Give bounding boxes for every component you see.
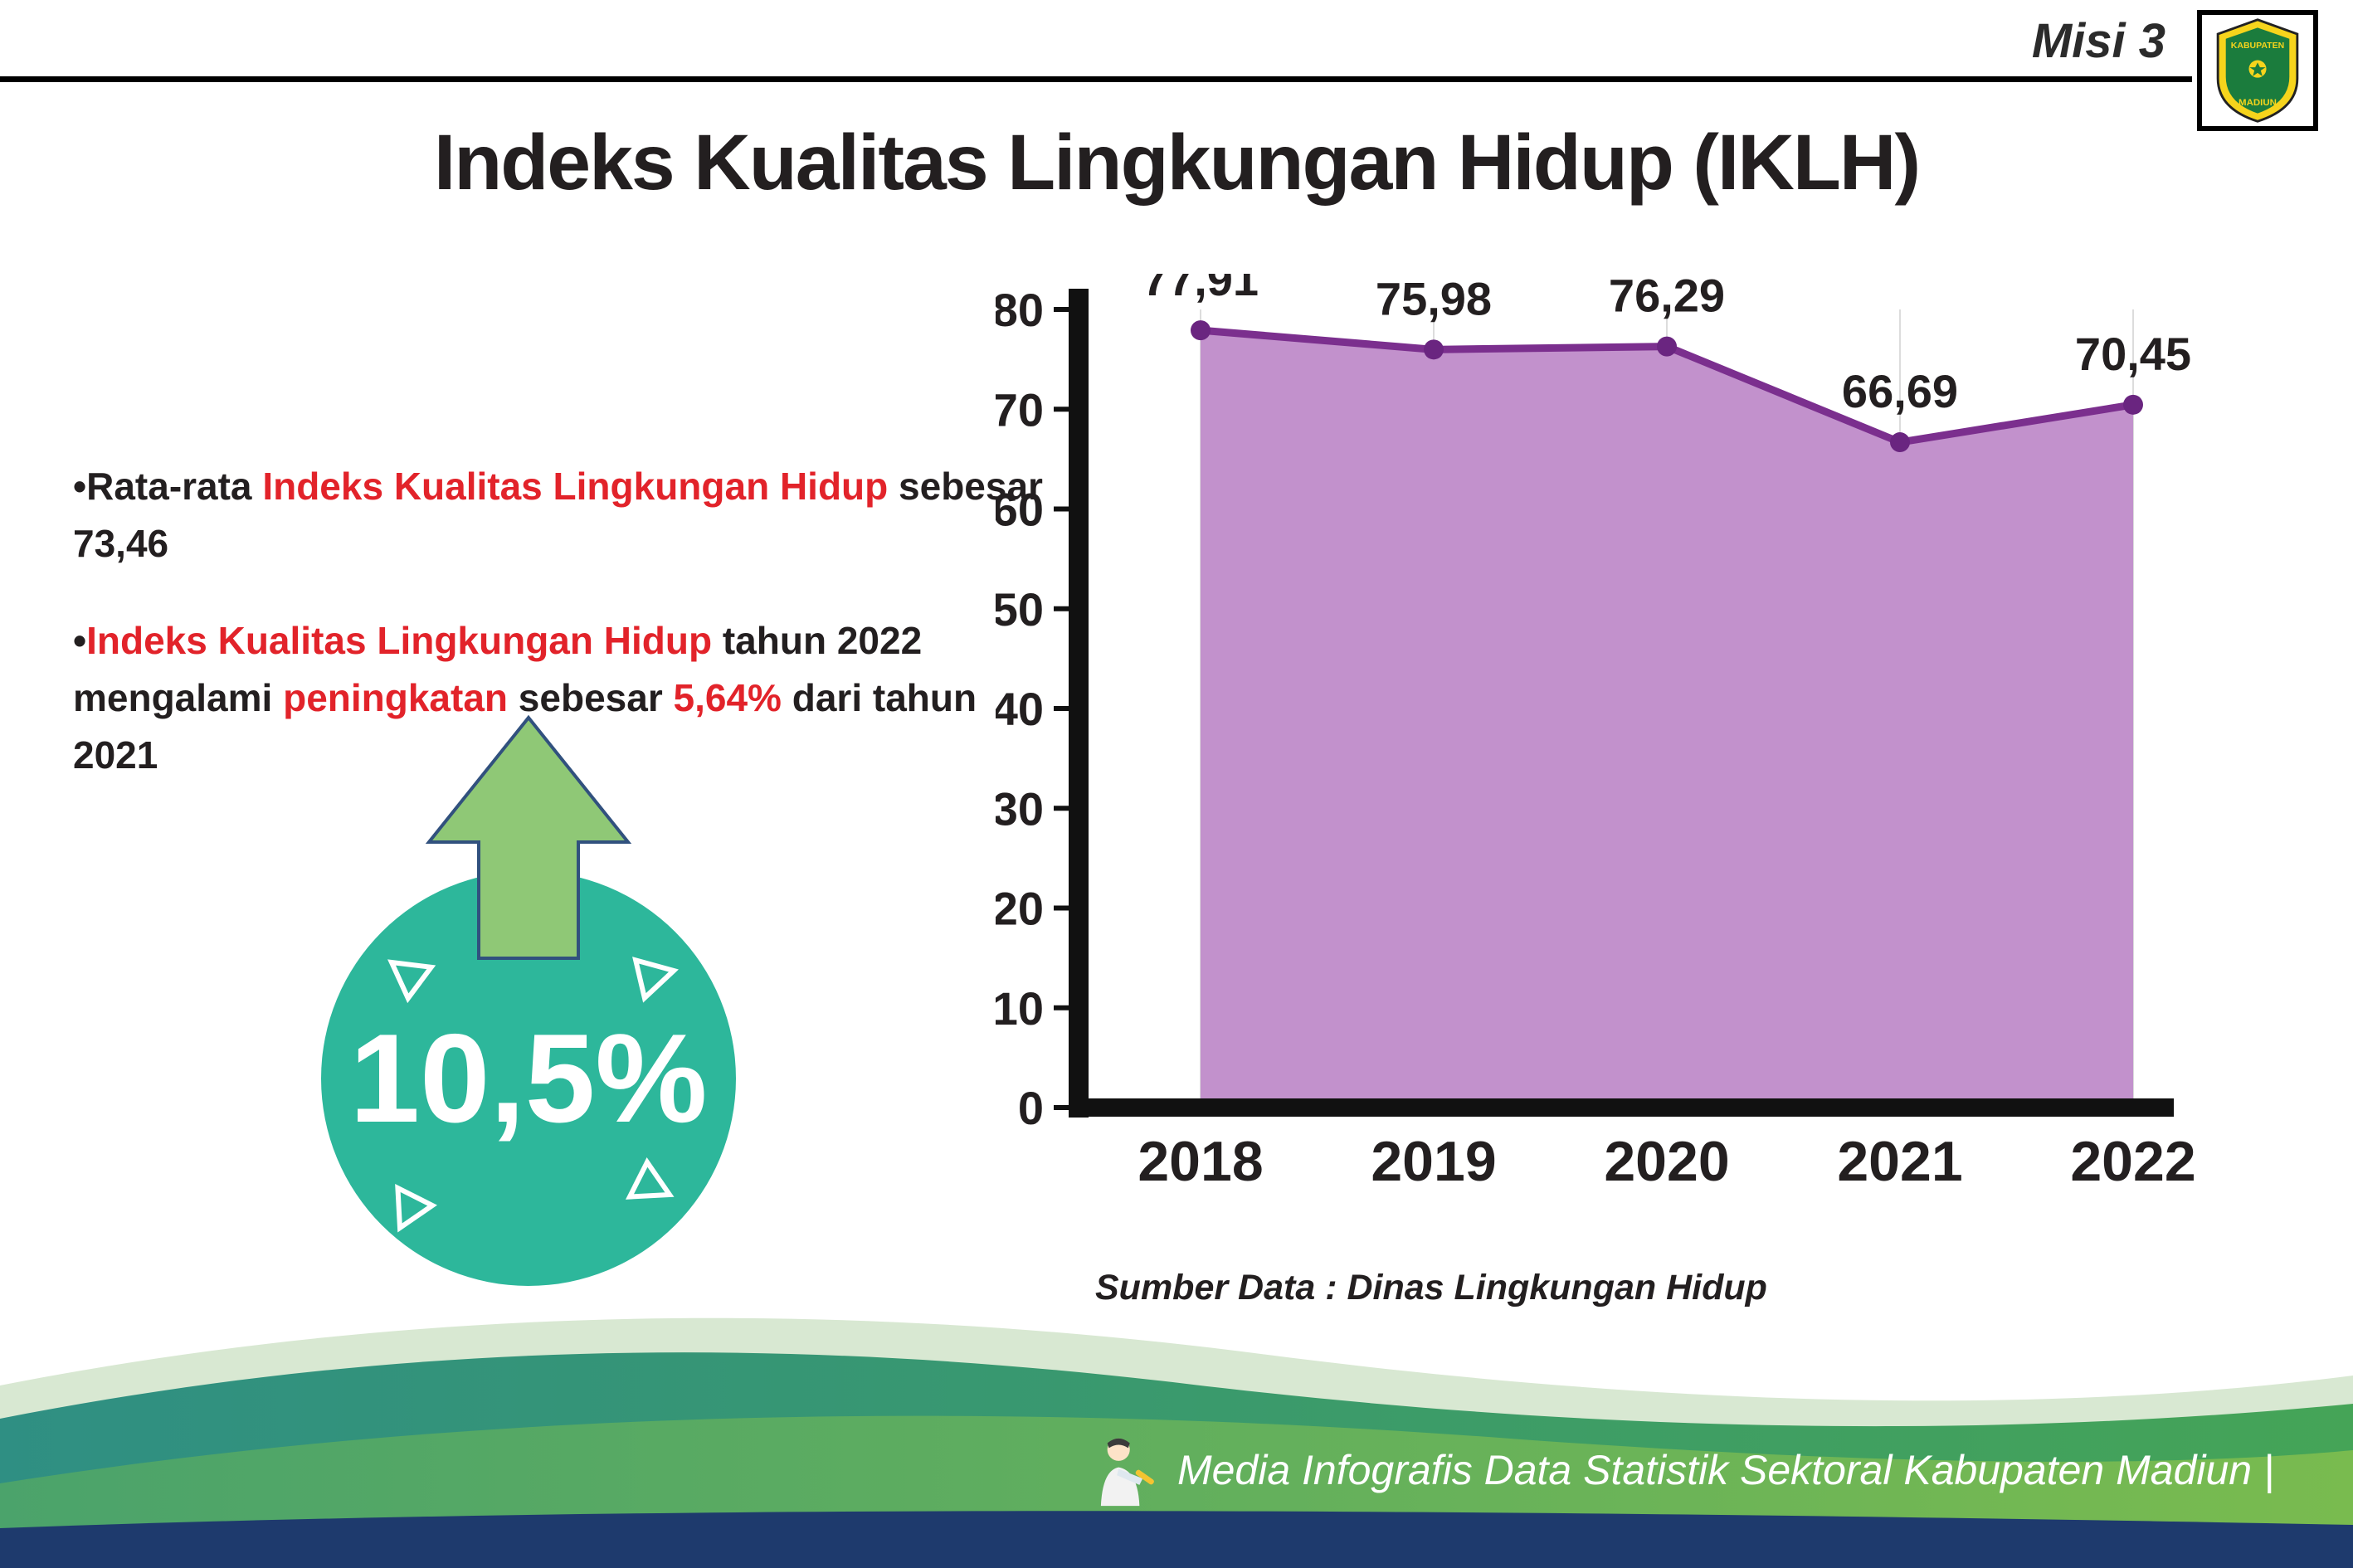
data-point [2123, 394, 2143, 415]
logo-text-kabupaten: KABUPATEN [2231, 41, 2284, 51]
kabupaten-madiun-logo: KABUPATEN MADIUN [2197, 10, 2318, 131]
area-fill [1201, 330, 2133, 1108]
x-category-label: 2021 [1837, 1130, 1962, 1193]
y-tick-label: 80 [996, 284, 1044, 336]
badge-percentage: 10,5% [350, 1008, 708, 1149]
y-tick-label: 70 [996, 383, 1044, 436]
bullet-average-iklh: •Rata-rata Indeks Kualitas Lingkungan Hi… [73, 458, 1052, 572]
x-category-label: 2019 [1371, 1130, 1496, 1193]
misi-label: Misi 3 [2031, 14, 2165, 68]
mascot-icon [1100, 1438, 1154, 1507]
y-tick-label: 10 [996, 982, 1044, 1035]
value-label: 66,69 [1842, 365, 1958, 417]
data-point [1890, 432, 1910, 453]
value-label: 77,91 [1142, 274, 1259, 305]
header-divider [0, 76, 2192, 82]
x-axis-line [1069, 1098, 2174, 1117]
bullet-text: tahun 2022 mengalami [73, 619, 923, 719]
source-note: Sumber Data : Dinas Lingkungan Hidup [1095, 1268, 1767, 1307]
data-point [1191, 320, 1211, 341]
value-label: 76,29 [1609, 274, 1725, 322]
bullet-text: dari tahun 2021 [73, 676, 977, 777]
iklh-area-chart: 0 10 20 30 40 50 60 70 80 2018 2019 2020 2021 2022 77,… [996, 274, 2196, 1193]
crest-icon: KABUPATEN MADIUN [2216, 18, 2299, 123]
footer-credit-text: Media Infografis Data Statistik Sektoral… [1176, 1447, 2274, 1493]
y-tick-label: 30 [996, 782, 1044, 835]
summary-bullets: •Rata-rata Indeks Kualitas Lingkungan Hi… [73, 458, 1052, 824]
bullet-marker: • [73, 465, 87, 508]
bullet-highlight: Indeks Kualitas Lingkungan Hidup [262, 465, 889, 508]
value-label: 75,98 [1376, 274, 1492, 324]
wave-navy-strip [0, 1511, 2353, 1568]
bullet-highlight: Indeks Kualitas Lingkungan Hidup [86, 619, 713, 662]
bullet-marker: • [73, 619, 87, 662]
x-category-label: 2022 [2070, 1130, 2195, 1193]
chart-block: 0 10 20 30 40 50 60 70 80 2018 2019 2020 2021 2022 77,… [996, 274, 2290, 1308]
y-tick-label: 40 [996, 683, 1044, 735]
y-tick-label: 20 [996, 883, 1044, 935]
y-tick-label: 0 [1018, 1082, 1044, 1134]
page-title: Indeks Kualitas Lingkungan Hidup (IKLH) [433, 119, 1921, 207]
y-tick-label: 60 [996, 484, 1044, 536]
logo-text-madiun: MADIUN [2239, 98, 2277, 108]
value-label: 70,45 [2075, 328, 2191, 380]
footer-waves [0, 1317, 2353, 1568]
bullet-text: Rata-rata [86, 465, 263, 508]
bullet-increase-iklh: •Indeks Kualitas Lingkungan Hidup tahun … [73, 612, 1052, 784]
x-category-label: 2020 [1604, 1130, 1729, 1193]
bullet-highlight: peningkatan [283, 676, 509, 719]
data-point [1657, 336, 1677, 357]
badge-triangle-marks [387, 957, 679, 1233]
data-point [1424, 339, 1444, 360]
up-arrow-icon [425, 714, 632, 960]
increase-badge: 10,5% [321, 714, 736, 1286]
bullet-highlight: 5,64% [673, 676, 782, 719]
y-tick-label: 50 [996, 583, 1044, 635]
bullet-text: sebesar 73,46 [73, 465, 1043, 565]
footer-credit-bar: Media Infografis Data Statistik Sektoral… [1091, 1432, 2274, 1508]
y-axis-line [1069, 289, 1089, 1118]
x-category-label: 2018 [1138, 1130, 1263, 1193]
bullet-text: sebesar [508, 676, 674, 719]
